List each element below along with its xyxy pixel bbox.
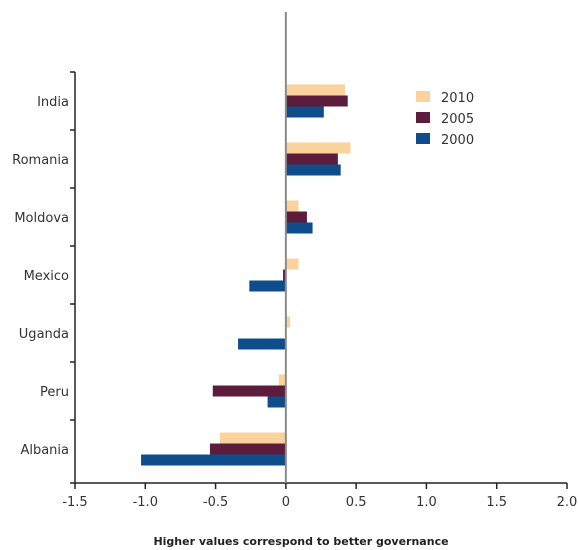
bars-group [141, 84, 351, 466]
category-label-peru: Peru [40, 385, 69, 400]
category-labels: India Romania Moldova Mexico Uganda Peru Alban… [12, 95, 69, 458]
bar-india-2010 [285, 84, 345, 96]
x-tick-label: -1.5 [62, 495, 87, 510]
bar-albania-2005 [209, 443, 286, 455]
bar-india-2000 [285, 106, 324, 118]
bar-moldova-2000 [285, 222, 313, 234]
bar-mexico-2000 [249, 280, 286, 292]
x-axis-label: Higher values correspond to better gover… [153, 535, 448, 548]
bar-albania-2010 [219, 432, 286, 444]
category-label-albania: Albania [20, 443, 69, 458]
bar-peru-2005 [212, 385, 286, 397]
legend-label-2010: 2010 [441, 91, 474, 106]
bar-india-2005 [285, 95, 348, 107]
legend: 2010 2005 2000 [416, 91, 474, 148]
bar-romania-2005 [285, 153, 338, 165]
axes-group [70, 12, 568, 489]
bar-albania-2000 [141, 454, 286, 466]
bar-mexico-2005 [283, 269, 286, 281]
bar-peru-2010 [278, 374, 286, 386]
category-label-uganda: Uganda [19, 327, 69, 342]
x-tick-labels: -1.5 -1.0 -0.5 0 0.5 1.0 1.5 2.0 [62, 495, 577, 510]
bar-uganda-2000 [238, 338, 286, 350]
category-label-romania: Romania [12, 153, 69, 168]
x-tick-label: -0.5 [203, 495, 228, 510]
legend-swatch-2000 [416, 133, 430, 144]
x-tick-label: 1.0 [416, 495, 437, 510]
legend-label-2000: 2000 [441, 133, 474, 148]
bar-moldova-2010 [285, 200, 299, 212]
x-tick-label: 1.5 [486, 495, 507, 510]
bar-romania-2000 [285, 164, 341, 176]
category-label-moldova: Moldova [14, 211, 69, 226]
x-tick-label: 0 [282, 495, 290, 510]
legend-swatch-2005 [416, 112, 430, 123]
bar-mexico-2010 [285, 258, 299, 270]
bar-peru-2000 [267, 396, 286, 408]
bar-moldova-2005 [285, 211, 307, 223]
legend-label-2005: 2005 [441, 112, 474, 127]
x-tick-label: 0.5 [346, 495, 367, 510]
x-tick-label: -1.0 [133, 495, 158, 510]
bar-romania-2010 [285, 142, 351, 154]
category-label-mexico: Mexico [24, 269, 69, 284]
x-tick-label: 2.0 [557, 495, 578, 510]
bar-uganda-2010 [285, 316, 291, 328]
legend-swatch-2010 [416, 91, 430, 102]
category-label-india: India [37, 95, 69, 110]
